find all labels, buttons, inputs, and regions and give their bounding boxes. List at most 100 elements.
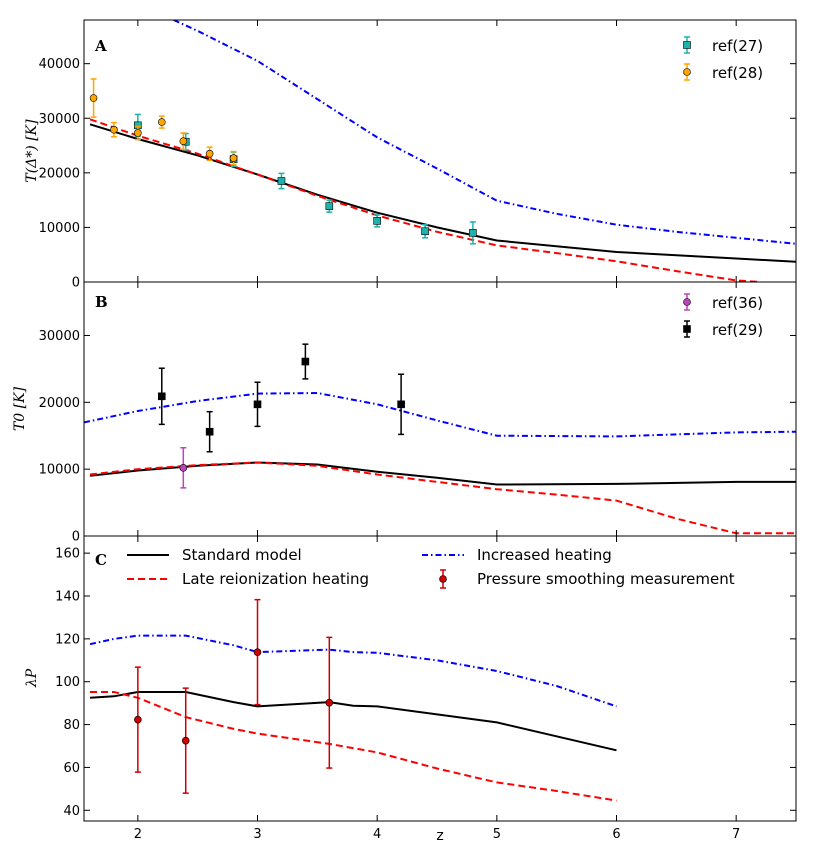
panel-a-ytick-label: 40000: [39, 57, 80, 72]
panel-b-point-ref-29: [157, 367, 166, 426]
panel-b-legend: ref(36) ref(29): [683, 293, 763, 339]
point-marker: [157, 118, 166, 126]
panel-c-line-late-reionization-heating: [90, 691, 617, 802]
panel-b-frame: [83, 281, 797, 537]
panel-c-series: [89, 598, 617, 802]
panel-c-line-increased-heating: [89, 634, 617, 708]
point-marker: [325, 202, 334, 210]
point-marker: [89, 94, 98, 102]
panel-a-point-ref-28: [89, 78, 98, 118]
panel-b-ytick-label: 10000: [39, 463, 80, 478]
panel-b-point-ref-29: [205, 410, 214, 453]
panel-b-point-ref-29: [253, 381, 262, 428]
point-marker: [253, 648, 262, 656]
panel-b-ytick-label: 20000: [39, 396, 80, 411]
panel-c-xtick-label: 7: [732, 827, 740, 842]
panel-b-ticks: 0 10000 20000 30000: [39, 282, 796, 545]
panel-b-legend-entry: ref(36): [683, 293, 763, 312]
panel-c-line-standard-model: [89, 691, 617, 752]
panel-c-point-pressure-smoothing-measurement: [134, 666, 142, 773]
point-marker: [373, 217, 381, 225]
point-marker: [205, 149, 214, 158]
panel-a-ticks: 0 10000 20000 30000 40000: [39, 20, 796, 291]
point-marker: [469, 229, 477, 237]
panel-b-ytick-label: 0: [72, 530, 80, 545]
panel-c-ytick-label: 140: [55, 590, 80, 605]
panel-a-ytick-label: 0: [72, 276, 80, 291]
legend-marker: [683, 325, 691, 333]
panel-a-ytick-label: 30000: [39, 112, 80, 127]
panel-b-legend-entry: ref(29): [683, 320, 763, 339]
panel-a-point-ref-27: [421, 223, 429, 239]
point-marker: [205, 427, 214, 436]
panel-c-frame: [83, 535, 797, 822]
point-marker: [397, 400, 405, 409]
legend-marker: [439, 575, 447, 583]
panel-c-ytick-label: 60: [63, 761, 80, 776]
panel-c-ytick-label: 40: [63, 804, 80, 819]
panel-c-ytick-label: 120: [55, 632, 80, 647]
point-marker: [157, 392, 166, 401]
panel-c-xtick-label: 4: [373, 827, 381, 842]
panel-a-ytick-label: 20000: [39, 166, 80, 181]
panel-c-legend-entry: Late reionization heating: [127, 570, 369, 588]
legend-label: Pressure smoothing measurement: [477, 570, 735, 588]
panel-c-point-pressure-smoothing-measurement: [181, 687, 190, 794]
panel-a-series: [89, 20, 796, 282]
panel-c-xtick-label: 2: [134, 827, 142, 842]
point-marker: [110, 125, 118, 134]
panel-a-point-ref-28: [110, 121, 118, 138]
panel-a-line-increased-heating: [173, 20, 796, 245]
panel-a-label: A: [94, 37, 107, 55]
legend-marker: [683, 68, 691, 76]
point-marker: [253, 400, 262, 409]
panel-c-point-pressure-smoothing-measurement: [325, 636, 334, 769]
panel-a-point-ref-27: [469, 221, 477, 245]
panel-b-point-ref-29: [397, 373, 405, 436]
panel-b-ylabel: T0 [K]: [12, 386, 28, 431]
panel-a-point-ref-27: [325, 199, 334, 213]
legend-label: Standard model: [182, 546, 302, 564]
legend-marker: [683, 298, 691, 306]
panel-a-point-ref-28: [134, 125, 142, 141]
panel-c-ytick-label: 160: [55, 547, 80, 562]
legend-marker: [683, 41, 691, 49]
panel-a-point-ref-28: [205, 146, 214, 162]
point-marker: [421, 227, 429, 236]
panel-a: 0 10000 20000 30000 40000 A ref(27) ref(28) T…: [24, 19, 797, 291]
panel-a-point-ref-28: [157, 115, 166, 129]
panel-c: 40 60 80 100 120 140 160 2 3 4 5 6 7 C Standard mode…: [24, 535, 797, 844]
panel-a-ytick-label: 10000: [39, 221, 80, 236]
panel-b: 0 10000 20000 30000 B ref(36) ref(29) T0 [K]: [12, 281, 797, 545]
panel-b-ytick-label: 30000: [39, 329, 80, 344]
panel-c-legend-entry: Standard model: [127, 546, 302, 564]
point-marker: [181, 736, 190, 745]
panel-c-label: C: [95, 551, 107, 569]
point-marker: [179, 137, 188, 145]
panel-a-line-standard-model: [89, 123, 796, 263]
panel-c-legend: Standard model Late reionization heating I…: [127, 546, 735, 589]
legend-label: ref(28): [712, 64, 763, 82]
panel-b-series: [84, 343, 796, 535]
panel-b-point-ref-36: [179, 447, 188, 489]
panel-a-point-ref-28: [179, 132, 188, 151]
legend-label: Late reionization heating: [182, 570, 369, 588]
panel-a-legend-entry: ref(28): [683, 63, 763, 82]
panel-b-line-increased-heating: [84, 391, 796, 438]
panel-a-legend: ref(27) ref(28): [683, 36, 763, 82]
panel-a-point-ref-27: [373, 214, 381, 228]
panel-a-point-ref-28: [229, 150, 238, 166]
legend-label: ref(36): [712, 294, 763, 312]
point-marker: [229, 154, 238, 162]
panel-c-legend-entry: Pressure smoothing measurement: [439, 569, 735, 589]
point-marker: [301, 357, 310, 366]
point-marker: [134, 129, 142, 137]
x-axis-label: z: [436, 828, 443, 844]
panel-c-point-pressure-smoothing-measurement: [253, 598, 262, 706]
panel-c-ytick-label: 80: [63, 718, 80, 733]
point-marker: [134, 715, 142, 724]
panel-a-point-ref-27: [277, 172, 286, 190]
point-marker: [277, 177, 286, 185]
point-marker: [179, 464, 188, 472]
